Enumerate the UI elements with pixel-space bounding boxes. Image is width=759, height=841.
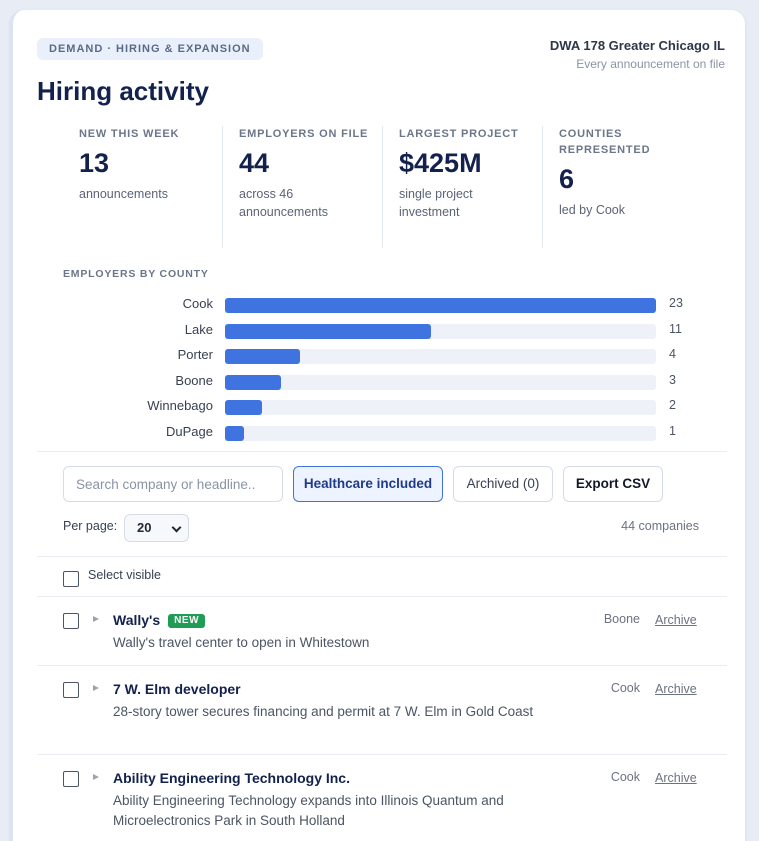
divider [37, 556, 727, 557]
bar-row-lake: Lake 11 [13, 320, 748, 340]
divider [37, 754, 727, 755]
row-company[interactable]: Ability Engineering Technology Inc. [113, 770, 350, 786]
archive-link[interactable]: Archive [655, 613, 697, 627]
bar-row-dupage: DuPage 1 [13, 422, 748, 442]
row-checkbox[interactable] [63, 771, 79, 787]
stat-largest-project: LARGEST PROJECT $425M single project inv… [382, 126, 529, 248]
chart-label: EMPLOYERS BY COUNTY [63, 268, 209, 280]
row-company[interactable]: Wally's NEW [113, 612, 206, 628]
stat-new-this-week: NEW THIS WEEK 13 announcements [79, 126, 209, 248]
bar-category-label: Cook [182, 296, 213, 311]
row-company[interactable]: 7 W. Elm developer [113, 681, 241, 697]
select-visible-label: Select visible [88, 568, 161, 582]
stat-employers-on-file: EMPLOYERS ON FILE 44 across 46 announcem… [222, 126, 369, 248]
archive-link[interactable]: Archive [655, 771, 697, 785]
region-meta: DWA 178 Greater Chicago IL Every announc… [550, 38, 725, 71]
page-title: Hiring activity [37, 76, 209, 106]
bar-category-label: Boone [175, 372, 213, 388]
divider [37, 665, 727, 666]
expand-caret-icon[interactable] [93, 616, 99, 622]
bar-category-label: Lake [184, 321, 213, 337]
region-subtitle: Every announcement on file [576, 57, 725, 71]
bar-value-label: 11 [669, 321, 682, 336]
hiring-activity-card: DEMAND · HIRING & EXPANSION DWA 178 Grea… [10, 10, 745, 841]
stat-sub: single project investment [399, 187, 473, 219]
bar-track [225, 349, 656, 364]
employers-by-county-chart: Cook 23 Lake 11 Porter 4 Boone 3 Winnebago 2 DuPag… [13, 294, 748, 454]
stat-value: 6 [559, 164, 575, 194]
row-county: Boone [603, 612, 640, 626]
bar-track [225, 400, 656, 415]
stats-strip: NEW THIS WEEK 13 announcements EMPLOYERS… [63, 126, 703, 248]
bar-track [225, 323, 656, 339]
stat-label: NEW THIS WEEK [79, 128, 180, 140]
list-item: Wally's NEW Wally's travel center to open… [13, 596, 748, 665]
row-county: Cook [610, 681, 640, 695]
per-page-label: Per page: [63, 519, 118, 533]
bar-winnebago [225, 400, 263, 415]
row-county: Cook [610, 770, 640, 784]
expand-caret-icon[interactable] [93, 685, 99, 691]
list-item: Ability Engineering Technology Inc. Abil… [13, 754, 748, 841]
row-checkbox[interactable] [63, 682, 79, 698]
bar-cook [225, 298, 656, 313]
stat-value: 13 [79, 148, 110, 178]
stat-value: $425M [399, 148, 482, 178]
bar-porter [225, 349, 300, 364]
select-visible-checkbox[interactable] [63, 571, 79, 587]
bar-category-label: DuPage [166, 423, 213, 439]
bar-value-label: 1 [669, 423, 676, 438]
bar-category-label: Porter [177, 347, 213, 362]
bar-track [225, 298, 656, 313]
archived-button[interactable]: Archived (0) [453, 466, 553, 502]
bar-value-label: 23 [669, 296, 683, 310]
export-csv-button[interactable]: Export CSV [563, 466, 663, 502]
bar-track [225, 425, 656, 441]
section-tag: DEMAND · HIRING & EXPANSION [37, 38, 263, 60]
bar-category-label: Winnebago [147, 398, 213, 413]
row-description: Ability Engineering Technology expands i… [113, 793, 504, 828]
row-description: 28-story tower secures financing and per… [113, 704, 534, 719]
list-item: 7 W. Elm developer 28-story tower secure… [13, 665, 748, 754]
stat-sub: across 46 announcements [239, 187, 328, 219]
stat-label: LARGEST PROJECT [399, 128, 519, 140]
stat-sub: announcements [79, 187, 168, 201]
bar-value-label: 4 [669, 347, 676, 361]
bar-value-label: 3 [669, 372, 676, 387]
bar-row-cook: Cook 23 [13, 294, 748, 314]
region-title: DWA 178 Greater Chicago IL [549, 38, 725, 53]
bar-value-label: 2 [669, 398, 676, 412]
chevron-down-icon [171, 522, 182, 533]
bar-track [225, 374, 656, 390]
bar-dupage [225, 425, 244, 441]
stat-label: EMPLOYERS ON FILE [239, 128, 369, 140]
divider [37, 596, 727, 597]
divider [37, 451, 727, 452]
archive-link[interactable]: Archive [655, 682, 697, 696]
row-checkbox[interactable] [63, 613, 79, 629]
stat-sub: led by Cook [559, 203, 626, 217]
stat-value: 44 [239, 148, 270, 178]
healthcare-toggle-button[interactable]: Healthcare included [293, 466, 443, 502]
bar-row-boone: Boone 3 [13, 371, 748, 391]
bar-row-porter: Porter 4 [13, 345, 748, 365]
row-description: Wally's travel center to open in Whitest… [113, 635, 370, 650]
stat-label: COUNTIES REPRESENTED [559, 128, 651, 156]
per-page-select[interactable]: 20 [124, 514, 189, 542]
per-page-value: 20 [137, 520, 152, 535]
new-badge: NEW [168, 614, 206, 628]
bar-boone [225, 374, 282, 390]
stat-counties-represented: COUNTIES REPRESENTED 6 led by Cook [542, 126, 689, 248]
company-count: 44 companies [621, 519, 699, 533]
bar-lake [225, 323, 432, 339]
expand-caret-icon[interactable] [93, 774, 99, 780]
search-input[interactable] [63, 466, 283, 502]
bar-row-winnebago: Winnebago 2 [13, 396, 748, 416]
